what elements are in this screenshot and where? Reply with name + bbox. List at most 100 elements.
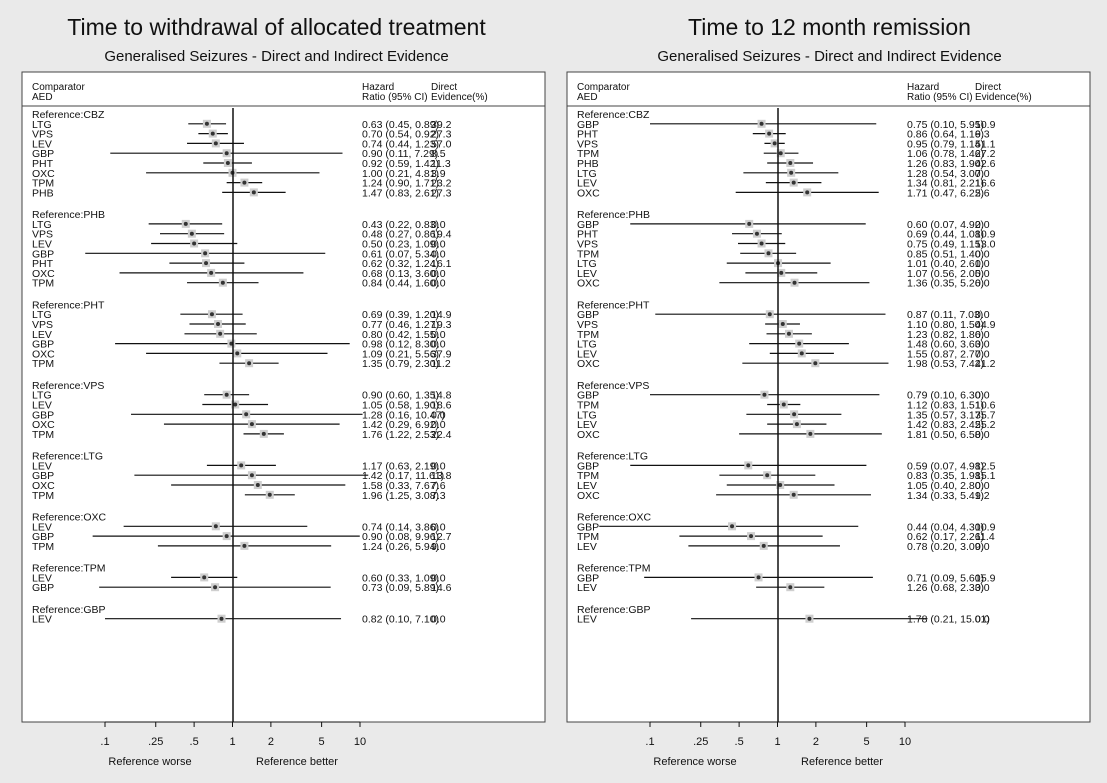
forest-row: LTG 1.48 (0.60, 3.63)0.0 [577, 339, 990, 351]
aed-label: VPS [32, 229, 53, 241]
estimate-point [247, 361, 252, 366]
x-tick-label: 10 [899, 736, 911, 748]
aed-label: OXC [577, 278, 600, 290]
aed-label: GBP [32, 531, 54, 543]
reference-label: Reference:PHB [577, 209, 650, 221]
reference-label: Reference:GBP [32, 604, 106, 616]
hazard-ratio-text: 0.44 (0.04, 4.30) [907, 521, 984, 533]
aed-label: OXC [577, 429, 600, 441]
estimate-point [235, 351, 240, 356]
header-comparator: Comparator [577, 82, 630, 93]
hazard-ratio-text: 1.01 (0.40, 2.61) [907, 258, 984, 270]
direct-evidence-text: 3.9 [431, 168, 446, 180]
direct-evidence-text: 0.0 [975, 329, 990, 341]
aed-label: LEV [577, 348, 597, 360]
hazard-ratio-text: 0.48 (0.27, 0.86) [362, 229, 439, 241]
forest-row: VPS 0.48 (0.27, 0.86)19.4 [32, 229, 452, 241]
forest-row: LEV 0.60 (0.33, 1.09)0.0 [32, 572, 446, 584]
header-direct: Direct [431, 82, 457, 93]
direct-evidence-text: 0.0 [431, 239, 446, 251]
estimate-point [189, 231, 194, 236]
hazard-ratio-text: 1.47 (0.83, 2.61) [362, 187, 439, 199]
x-tick-label: 5 [319, 736, 325, 748]
plot-box [21, 71, 546, 723]
estimate-point [761, 543, 766, 548]
direct-evidence-text: 9.3 [975, 129, 990, 141]
header-comparator: Comparator [32, 82, 85, 93]
estimate-point [759, 121, 764, 126]
reference-label: Reference:CBZ [32, 109, 105, 121]
direct-evidence-text: 23.2 [431, 178, 452, 190]
hazard-ratio-text: 1.42 (0.17, 11.61) [362, 470, 444, 482]
hazard-ratio-text: 1.28 (0.16, 10.47) [362, 409, 445, 421]
hazard-ratio-text: 1.10 (0.80, 1.50) [907, 319, 984, 331]
aed-label: LTG [32, 390, 52, 402]
aed-label: LEV [32, 329, 52, 341]
direct-evidence-text: 37.9 [431, 348, 452, 360]
estimate-point [772, 141, 777, 146]
estimate-point [249, 422, 254, 427]
direct-evidence-text: 0.0 [975, 219, 990, 231]
hazard-ratio-text: 1.12 (0.83, 1.51) [907, 400, 984, 412]
direct-evidence-text: 5.6 [975, 187, 990, 199]
direct-evidence-text: 0.0 [975, 258, 990, 270]
hazard-ratio-text: 1.58 (0.33, 7.67) [362, 480, 439, 492]
direct-evidence-text: 9.0 [431, 541, 446, 553]
estimate-point [767, 312, 772, 317]
x-tick-label: .5 [735, 736, 744, 748]
aed-label: LEV [577, 541, 597, 553]
direct-evidence-text: 27.2 [975, 148, 996, 160]
forest-row: LTG 0.63 (0.45, 0.89)39.2 [32, 119, 452, 131]
hazard-ratio-text: 0.69 (0.39, 1.20) [362, 309, 439, 321]
x-tick-label: .1 [100, 736, 109, 748]
right-panel-title: Time to 12 month remission [688, 14, 971, 40]
aed-label: OXC [32, 168, 55, 180]
forest-row: LEV 1.55 (0.87, 2.77)0.0 [577, 348, 990, 360]
hazard-ratio-text: 0.77 (0.46, 1.27) [362, 319, 439, 331]
forest-row: TPM 1.96 (1.25, 3.08)7.3 [32, 490, 446, 502]
x-tick-label: 1 [229, 736, 235, 748]
forest-row: OXC 1.09 (0.21, 5.56)37.9 [32, 348, 452, 360]
aed-label: OXC [32, 348, 55, 360]
direct-evidence-text: 13.0 [975, 239, 996, 251]
forest-row: GBP 0.44 (0.04, 4.30)10.9 [577, 521, 996, 533]
direct-evidence-text: 13.8 [431, 470, 452, 482]
direct-evidence-text: 0.0 [975, 339, 990, 351]
aed-label: LEV [32, 138, 52, 150]
direct-evidence-text: 16.6 [975, 178, 996, 190]
aed-label: TPM [32, 490, 54, 502]
aed-label: LEV [577, 419, 597, 431]
aed-label: PHB [577, 158, 599, 170]
x-label-reference-better: Reference better [801, 756, 883, 768]
direct-evidence-text: 0.0 [431, 614, 446, 626]
hazard-ratio-text: 0.87 (0.11, 7.03) [907, 309, 983, 321]
left-panel-title: Time to withdrawal of allocated treatmen… [67, 14, 486, 40]
hazard-ratio-text: 1.23 (0.82, 1.86) [907, 329, 984, 341]
estimate-point [183, 221, 188, 226]
aed-label: LTG [32, 119, 52, 131]
estimate-point [218, 331, 223, 336]
aed-label: OXC [577, 187, 600, 199]
hazard-ratio-text: 1.71 (0.47, 6.22) [907, 187, 984, 199]
direct-evidence-text: 10.9 [975, 119, 996, 131]
hazard-ratio-text: 0.83 (0.35, 1.98) [907, 470, 984, 482]
hazard-ratio-text: 1.17 (0.63, 2.19) [362, 460, 439, 472]
direct-evidence-text: 39.2 [431, 119, 452, 131]
hazard-ratio-text: 0.92 (0.59, 1.42) [362, 158, 439, 170]
direct-evidence-text: 42.6 [975, 158, 996, 170]
x-tick-label: 2 [268, 736, 274, 748]
estimate-point [209, 312, 214, 317]
plot-box [566, 71, 1091, 723]
aed-label: LEV [32, 521, 52, 533]
reference-label: Reference:TPM [577, 563, 651, 575]
hazard-ratio-text: 0.59 (0.07, 4.98) [907, 460, 984, 472]
direct-evidence-text: 44.9 [975, 319, 996, 331]
hazard-ratio-text: 0.62 (0.17, 2.26) [907, 531, 984, 543]
estimate-point [192, 241, 197, 246]
aed-label: PHT [577, 229, 599, 241]
hazard-ratio-text: 0.71 (0.09, 5.60) [907, 572, 984, 584]
estimate-point [789, 170, 794, 175]
forest-row: GBP 0.87 (0.11, 7.03)0.0 [577, 309, 990, 321]
